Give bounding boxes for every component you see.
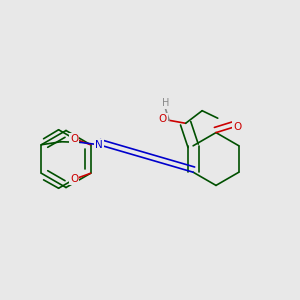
Text: O: O <box>70 174 78 184</box>
Text: O: O <box>233 122 241 132</box>
Text: N: N <box>95 140 103 150</box>
Text: H: H <box>162 98 169 109</box>
Text: O: O <box>70 134 78 144</box>
Text: O: O <box>158 114 167 124</box>
